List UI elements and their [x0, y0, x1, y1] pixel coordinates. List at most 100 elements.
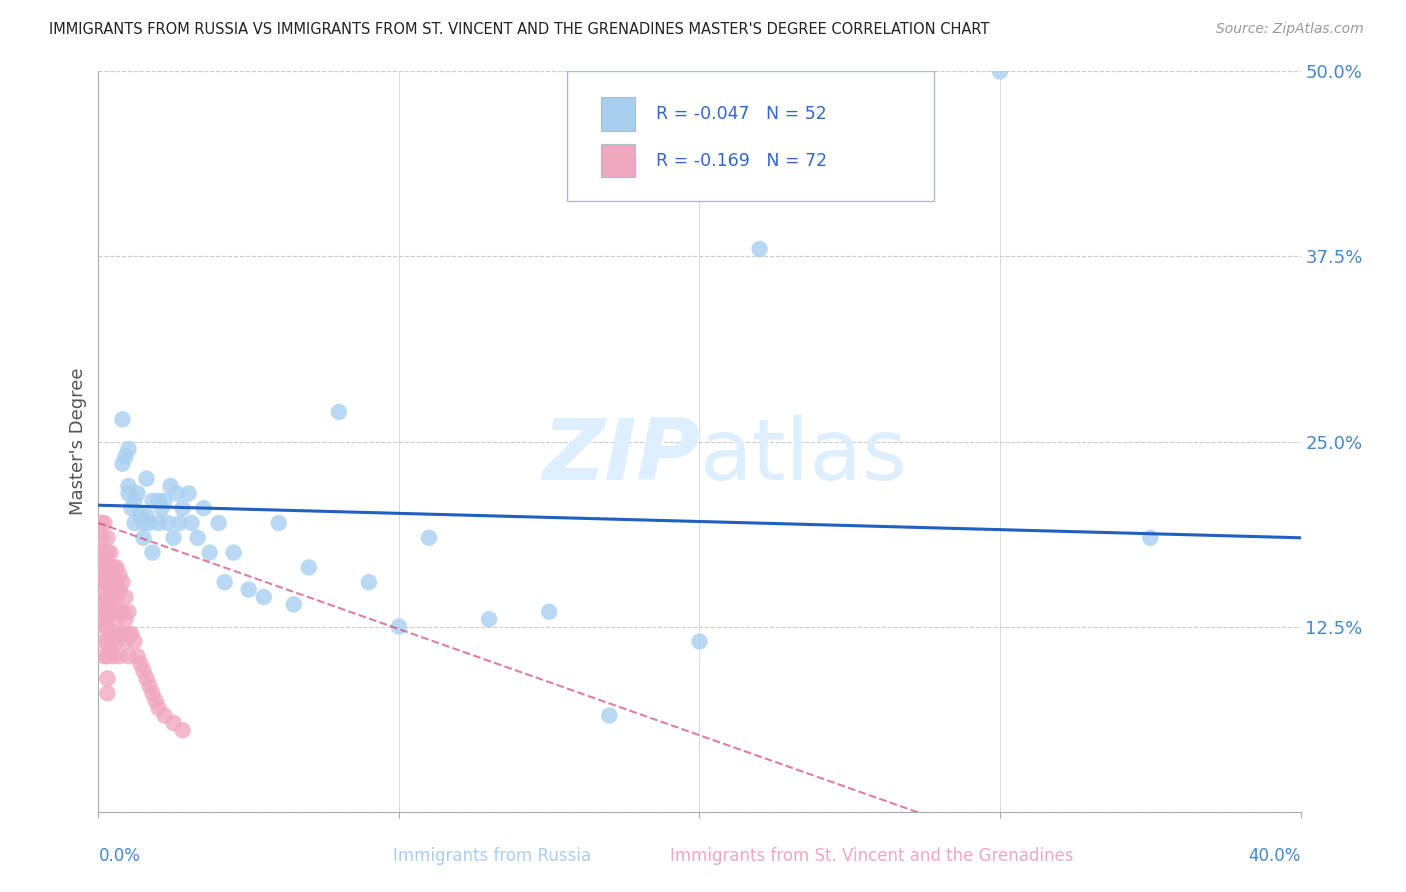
- Point: [1139, 531, 1161, 545]
- Point: [222, 546, 245, 560]
- Point: [111, 627, 134, 641]
- Point: [114, 590, 136, 604]
- Point: [108, 582, 131, 597]
- Point: [105, 575, 128, 590]
- Point: [748, 242, 770, 256]
- Point: [141, 493, 163, 508]
- Point: [100, 575, 122, 590]
- Point: [121, 501, 143, 516]
- Point: [208, 516, 231, 530]
- Point: [108, 627, 131, 641]
- Point: [114, 612, 136, 626]
- Point: [124, 634, 146, 648]
- Point: [153, 708, 176, 723]
- Point: [153, 493, 176, 508]
- Point: [96, 672, 118, 686]
- Point: [103, 627, 125, 641]
- Point: [121, 627, 143, 641]
- Point: [111, 575, 134, 590]
- Point: [127, 486, 149, 500]
- Point: [93, 546, 115, 560]
- Point: [117, 442, 139, 456]
- Point: [478, 612, 501, 626]
- Point: [117, 649, 139, 664]
- Point: [105, 590, 128, 604]
- Point: [108, 649, 131, 664]
- Point: [172, 501, 194, 516]
- Text: R = -0.169   N = 72: R = -0.169 N = 72: [657, 152, 827, 169]
- Point: [129, 657, 152, 671]
- Point: [388, 619, 411, 633]
- Text: Source: ZipAtlas.com: Source: ZipAtlas.com: [1216, 22, 1364, 37]
- Point: [177, 486, 200, 500]
- Point: [141, 546, 163, 560]
- Point: [96, 649, 118, 664]
- Point: [114, 450, 136, 464]
- Point: [96, 546, 118, 560]
- Point: [357, 575, 380, 590]
- Point: [145, 694, 167, 708]
- Point: [96, 619, 118, 633]
- Point: [267, 516, 290, 530]
- Point: [688, 634, 710, 648]
- Point: [193, 501, 215, 516]
- Point: [138, 679, 160, 693]
- Point: [283, 598, 305, 612]
- Point: [148, 516, 170, 530]
- Point: [135, 471, 157, 485]
- Point: [117, 479, 139, 493]
- Point: [117, 605, 139, 619]
- Point: [214, 575, 236, 590]
- Point: [96, 590, 118, 604]
- Point: [90, 612, 112, 626]
- FancyBboxPatch shape: [567, 71, 934, 201]
- Point: [93, 634, 115, 648]
- Point: [90, 560, 112, 574]
- Text: ZIP: ZIP: [541, 415, 699, 498]
- Point: [238, 582, 260, 597]
- Point: [105, 560, 128, 574]
- Point: [100, 590, 122, 604]
- Point: [96, 531, 118, 545]
- Point: [328, 405, 350, 419]
- Point: [96, 634, 118, 648]
- Point: [90, 546, 112, 560]
- Point: [132, 664, 155, 678]
- Point: [253, 590, 276, 604]
- Point: [100, 605, 122, 619]
- Point: [298, 560, 321, 574]
- Point: [127, 649, 149, 664]
- Point: [105, 634, 128, 648]
- Point: [103, 649, 125, 664]
- Point: [150, 501, 173, 516]
- Point: [93, 649, 115, 664]
- Point: [129, 508, 152, 523]
- Text: Immigrants from Russia: Immigrants from Russia: [394, 847, 591, 865]
- Point: [159, 479, 181, 493]
- Point: [418, 531, 440, 545]
- Point: [96, 605, 118, 619]
- Point: [108, 567, 131, 582]
- Point: [103, 575, 125, 590]
- Point: [187, 531, 209, 545]
- Point: [598, 708, 620, 723]
- Point: [148, 493, 170, 508]
- Point: [93, 590, 115, 604]
- Point: [148, 701, 170, 715]
- Point: [100, 546, 122, 560]
- Bar: [600, 97, 634, 130]
- Point: [93, 605, 115, 619]
- Point: [96, 686, 118, 700]
- Text: R = -0.047   N = 52: R = -0.047 N = 52: [657, 105, 827, 123]
- Point: [538, 605, 561, 619]
- Point: [180, 516, 202, 530]
- Point: [169, 516, 191, 530]
- Point: [114, 634, 136, 648]
- Point: [93, 575, 115, 590]
- Point: [138, 516, 160, 530]
- Point: [166, 486, 188, 500]
- Point: [93, 560, 115, 574]
- Point: [198, 546, 221, 560]
- Point: [172, 723, 194, 738]
- Point: [103, 605, 125, 619]
